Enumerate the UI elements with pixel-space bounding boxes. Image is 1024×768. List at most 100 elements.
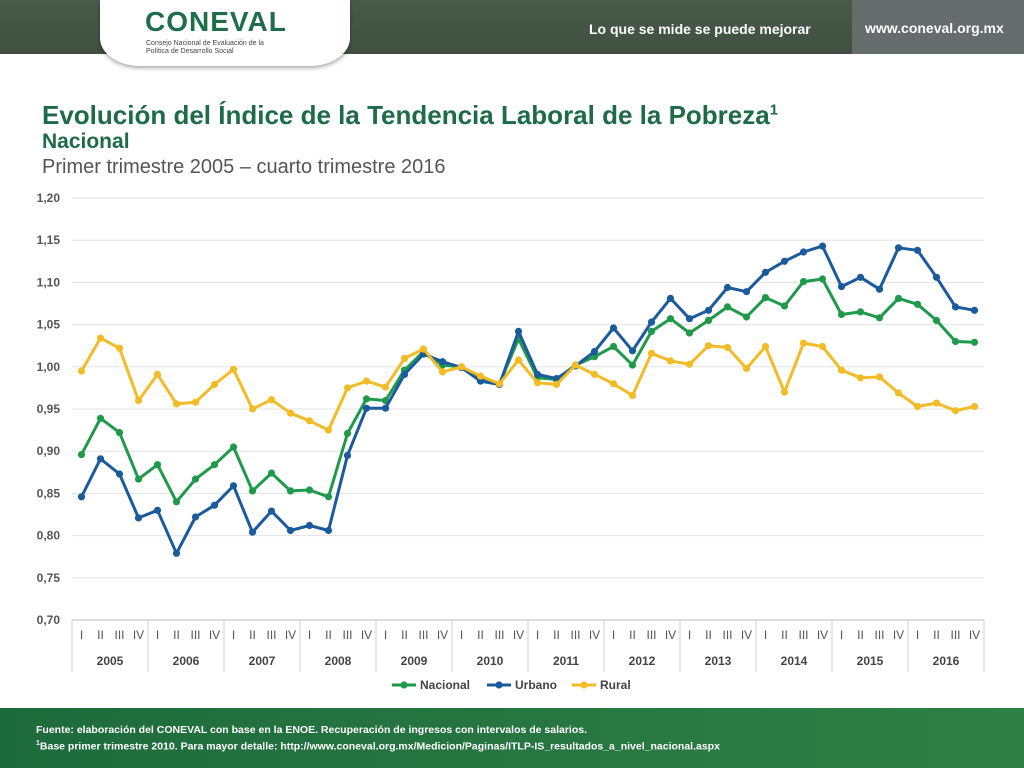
x-tick-label: IV	[665, 628, 676, 642]
data-point-urbano	[115, 470, 124, 478]
y-tick-label: 1,15	[37, 233, 61, 247]
year-label: 2015	[857, 654, 884, 668]
data-point-nacional	[723, 303, 732, 311]
y-tick-label: 1,05	[37, 318, 61, 332]
data-point-rural	[514, 356, 523, 364]
logo-subtitle: Consejo Nacional de Evaluación de la Pol…	[146, 40, 264, 55]
data-point-rural	[533, 379, 542, 387]
x-tick-label: II	[781, 628, 788, 642]
data-point-urbano	[647, 318, 656, 326]
x-tick-label: I	[308, 628, 311, 642]
data-point-urbano	[780, 257, 789, 265]
data-point-nacional	[875, 314, 884, 322]
data-point-urbano	[590, 348, 599, 356]
period-label: Primer trimestre 2005 – cuarto trimestre…	[42, 156, 446, 178]
coneval-logo: CONEVAL	[145, 6, 287, 37]
data-point-rural	[609, 380, 618, 388]
year-label: 2012	[629, 654, 656, 668]
x-tick-label: I	[80, 628, 83, 642]
data-point-urbano	[913, 246, 922, 254]
x-tick-label: III	[418, 628, 428, 642]
data-point-rural	[495, 380, 504, 388]
x-tick-label: I	[840, 628, 843, 642]
data-point-urbano	[761, 268, 770, 276]
data-point-nacional	[628, 361, 637, 369]
page-subtitle: Nacional	[42, 130, 130, 153]
data-point-urbano	[324, 526, 333, 535]
x-tick-label: I	[764, 628, 767, 642]
x-tick-label: IV	[361, 628, 372, 642]
x-tick-label: I	[460, 628, 463, 642]
x-tick-label: III	[570, 628, 580, 642]
source-note: Fuente: elaboración del CONEVAL con base…	[36, 724, 588, 736]
data-point-rural	[210, 380, 219, 389]
x-tick-label: II	[477, 628, 484, 642]
x-tick-label: II	[325, 628, 332, 642]
data-point-urbano	[400, 370, 409, 378]
data-point-urbano	[970, 306, 979, 314]
x-tick-label: III	[798, 628, 808, 642]
data-point-rural	[951, 407, 960, 415]
data-point-urbano	[666, 294, 675, 302]
x-tick-label: I	[916, 628, 919, 642]
data-point-nacional	[856, 308, 865, 316]
year-label: 2011	[553, 654, 579, 668]
x-tick-label: II	[857, 628, 864, 642]
data-point-rural	[647, 349, 656, 357]
data-point-nacional	[590, 353, 599, 361]
data-point-rural	[438, 368, 447, 376]
year-label: 2016	[933, 654, 960, 668]
data-point-urbano	[248, 528, 257, 536]
x-tick-label: III	[266, 628, 276, 642]
year-label: 2008	[325, 654, 352, 668]
data-point-rural	[96, 334, 105, 342]
logo-tab	[100, 0, 350, 66]
data-point-rural	[856, 374, 865, 382]
data-point-rural	[248, 405, 257, 413]
x-tick-label: II	[173, 628, 180, 642]
data-point-nacional	[77, 451, 86, 459]
data-point-rural	[191, 398, 200, 406]
year-label: 2009	[401, 654, 428, 668]
data-point-nacional	[229, 443, 238, 451]
x-tick-label: II	[933, 628, 940, 642]
data-point-urbano	[685, 315, 694, 323]
data-point-rural	[134, 397, 143, 405]
data-point-rural	[305, 417, 314, 425]
data-point-nacional	[153, 461, 162, 469]
data-point-rural	[115, 344, 124, 352]
data-point-nacional	[951, 337, 960, 346]
data-point-rural	[685, 360, 694, 368]
data-point-urbano	[286, 526, 295, 535]
data-point-rural	[400, 354, 409, 362]
data-point-rural	[153, 370, 162, 378]
data-point-rural	[875, 373, 884, 381]
data-point-urbano	[77, 493, 86, 501]
series-line-urbano	[80, 244, 975, 555]
x-tick-label: III	[342, 628, 352, 642]
data-point-nacional	[647, 327, 656, 335]
data-point-nacional	[685, 329, 694, 337]
year-label: 2014	[781, 654, 808, 668]
data-point-urbano	[552, 375, 561, 383]
data-point-nacional	[115, 429, 124, 437]
x-tick-label: IV	[741, 628, 752, 642]
data-point-nacional	[134, 475, 143, 483]
header-band-right	[852, 0, 1024, 54]
x-tick-label: IV	[893, 628, 904, 642]
data-point-rural	[761, 342, 770, 351]
data-point-rural	[77, 367, 86, 375]
x-tick-label: I	[536, 628, 539, 642]
data-point-nacional	[343, 429, 352, 438]
title-footnote-mark: 1	[769, 101, 779, 119]
x-tick-label: IV	[969, 628, 980, 642]
website-link[interactable]: www.coneval.org.mx	[865, 20, 1004, 36]
data-point-rural	[628, 391, 637, 400]
data-point-rural	[286, 409, 295, 417]
data-point-rural	[571, 361, 580, 369]
legend-marker-rural	[580, 681, 588, 689]
data-point-rural	[704, 342, 713, 350]
data-point-rural	[590, 370, 599, 378]
data-point-nacional	[324, 493, 333, 501]
data-point-rural	[970, 402, 979, 411]
